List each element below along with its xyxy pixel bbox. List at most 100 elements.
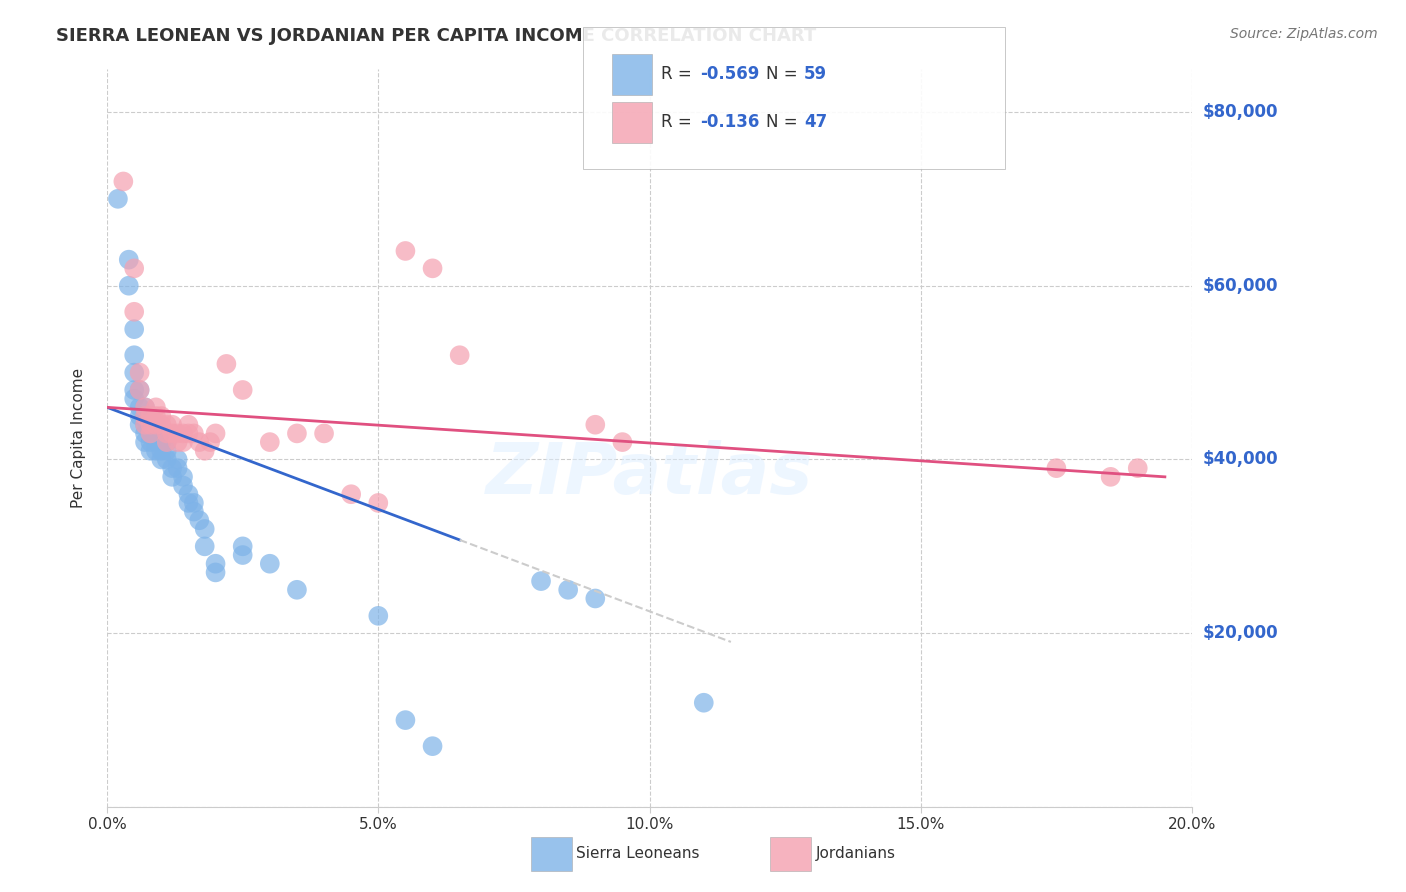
Point bbox=[150, 417, 173, 432]
Point bbox=[128, 401, 150, 415]
Y-axis label: Per Capita Income: Per Capita Income bbox=[72, 368, 86, 508]
Point bbox=[422, 261, 444, 276]
Point bbox=[107, 192, 129, 206]
Point bbox=[367, 496, 389, 510]
Point bbox=[204, 566, 226, 580]
Point bbox=[134, 417, 156, 432]
Point bbox=[232, 548, 254, 562]
Text: Source: ZipAtlas.com: Source: ZipAtlas.com bbox=[1230, 27, 1378, 41]
Point bbox=[166, 426, 188, 441]
Text: $40,000: $40,000 bbox=[1204, 450, 1278, 468]
Point bbox=[156, 417, 179, 432]
Text: ZIPatlas: ZIPatlas bbox=[486, 440, 813, 509]
Point bbox=[188, 513, 211, 527]
Point bbox=[134, 435, 156, 450]
Point bbox=[122, 322, 145, 336]
Point bbox=[583, 417, 606, 432]
Point bbox=[145, 443, 167, 458]
Point bbox=[166, 452, 188, 467]
Point bbox=[172, 426, 194, 441]
Point bbox=[145, 417, 167, 432]
Point bbox=[139, 409, 162, 423]
Point bbox=[139, 417, 162, 432]
Point bbox=[177, 496, 200, 510]
Point bbox=[194, 522, 217, 536]
Text: -0.136: -0.136 bbox=[700, 113, 759, 131]
Point bbox=[183, 426, 205, 441]
Point bbox=[156, 435, 179, 450]
Point bbox=[285, 426, 308, 441]
Point bbox=[530, 574, 553, 588]
Point bbox=[160, 417, 183, 432]
Point bbox=[139, 435, 162, 450]
Text: 47: 47 bbox=[804, 113, 828, 131]
Point bbox=[128, 417, 150, 432]
Point bbox=[139, 409, 162, 423]
Point bbox=[145, 435, 167, 450]
Point bbox=[612, 435, 634, 450]
Point bbox=[156, 426, 179, 441]
Text: $80,000: $80,000 bbox=[1204, 103, 1278, 121]
Point bbox=[194, 443, 217, 458]
Point bbox=[557, 582, 579, 597]
Point bbox=[394, 713, 416, 727]
Text: $60,000: $60,000 bbox=[1204, 277, 1278, 294]
Point bbox=[340, 487, 363, 501]
Point bbox=[177, 417, 200, 432]
Point bbox=[139, 426, 162, 441]
Point bbox=[1099, 470, 1122, 484]
Point bbox=[156, 435, 179, 450]
Point bbox=[160, 426, 183, 441]
Point bbox=[122, 383, 145, 397]
Point bbox=[134, 409, 156, 423]
Point bbox=[134, 401, 156, 415]
Point bbox=[145, 417, 167, 432]
Point bbox=[312, 426, 335, 441]
Point bbox=[160, 470, 183, 484]
Point bbox=[112, 174, 135, 188]
Text: Sierra Leoneans: Sierra Leoneans bbox=[576, 847, 700, 861]
Point bbox=[232, 539, 254, 553]
Point bbox=[122, 348, 145, 362]
Point bbox=[215, 357, 238, 371]
Point bbox=[183, 505, 205, 519]
Point bbox=[285, 582, 308, 597]
Point bbox=[150, 426, 173, 441]
Point bbox=[156, 443, 179, 458]
Point bbox=[145, 401, 167, 415]
Point bbox=[177, 426, 200, 441]
Point bbox=[134, 426, 156, 441]
Point bbox=[128, 383, 150, 397]
Text: $20,000: $20,000 bbox=[1204, 624, 1278, 642]
Point bbox=[204, 557, 226, 571]
Point bbox=[583, 591, 606, 606]
Point bbox=[422, 739, 444, 754]
Point bbox=[204, 426, 226, 441]
Point bbox=[367, 608, 389, 623]
Text: SIERRA LEONEAN VS JORDANIAN PER CAPITA INCOME CORRELATION CHART: SIERRA LEONEAN VS JORDANIAN PER CAPITA I… bbox=[56, 27, 817, 45]
Point bbox=[188, 435, 211, 450]
Text: -0.569: -0.569 bbox=[700, 65, 759, 83]
Point bbox=[183, 496, 205, 510]
Point bbox=[150, 443, 173, 458]
Point bbox=[172, 470, 194, 484]
Point bbox=[1126, 461, 1149, 475]
Point bbox=[128, 366, 150, 380]
Point bbox=[172, 478, 194, 492]
Point bbox=[394, 244, 416, 258]
Point bbox=[122, 366, 145, 380]
Point bbox=[118, 252, 141, 267]
Point bbox=[232, 383, 254, 397]
Point bbox=[449, 348, 471, 362]
Point bbox=[150, 452, 173, 467]
Point bbox=[1045, 461, 1067, 475]
Point bbox=[128, 409, 150, 423]
Text: R =: R = bbox=[661, 65, 697, 83]
Text: 59: 59 bbox=[804, 65, 827, 83]
Point bbox=[145, 409, 167, 423]
Point bbox=[128, 383, 150, 397]
Point bbox=[198, 435, 221, 450]
Point bbox=[118, 278, 141, 293]
Point bbox=[172, 435, 194, 450]
Text: Jordanians: Jordanians bbox=[815, 847, 896, 861]
